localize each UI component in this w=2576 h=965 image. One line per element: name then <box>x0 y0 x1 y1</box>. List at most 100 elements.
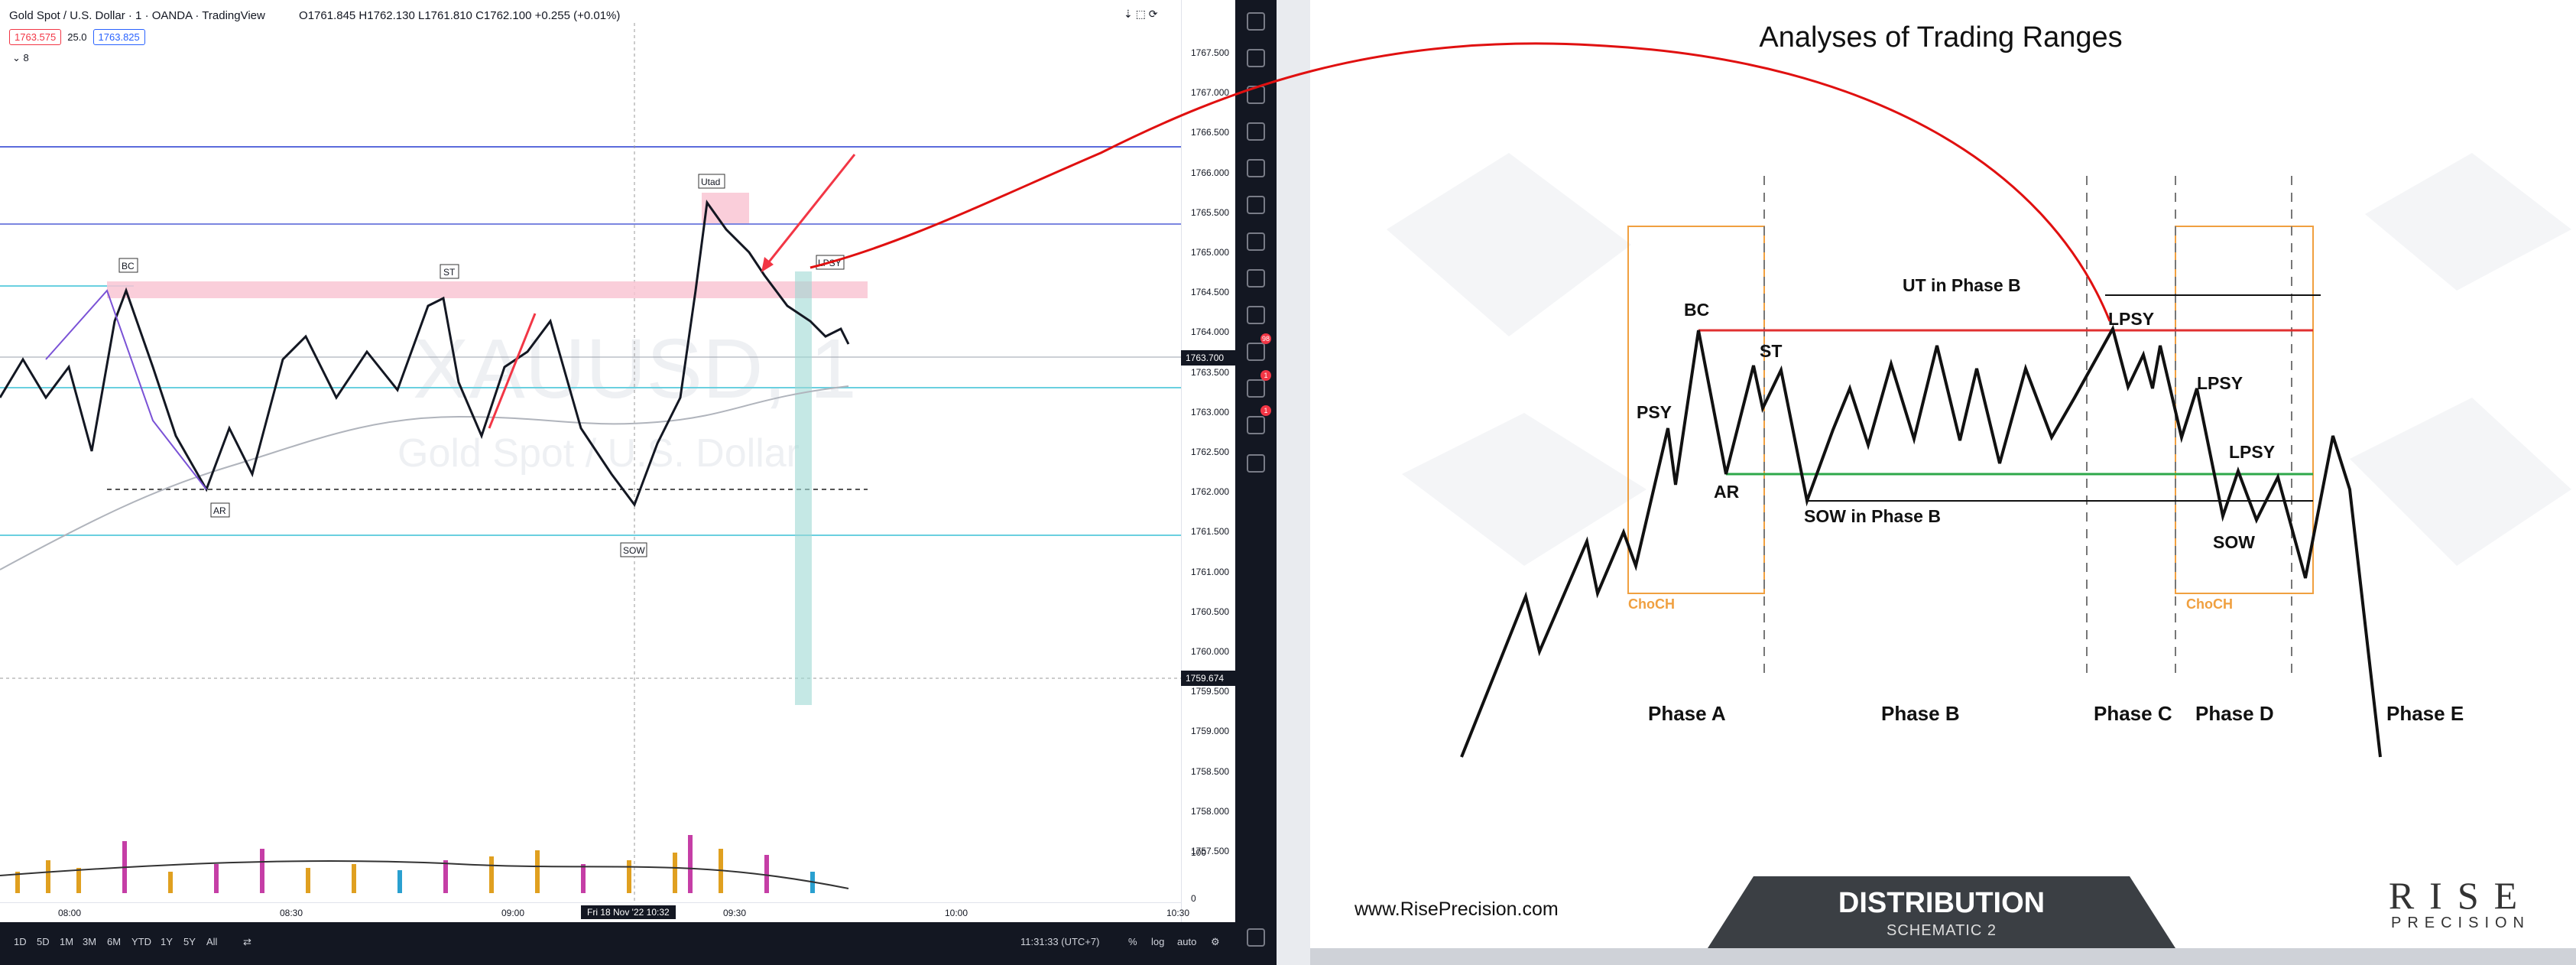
notification-icon[interactable] <box>1247 343 1265 361</box>
crosshair-time-badge: Fri 18 Nov '22 10:32 <box>581 905 676 919</box>
crosshair-price-badge: 1759.674 <box>1181 671 1235 686</box>
auto-toggle[interactable]: auto <box>1177 936 1197 947</box>
phase-e-label: Phase E <box>2386 702 2464 725</box>
price-tick: 1759.000 <box>1191 726 1230 737</box>
price-tick: 1767.500 <box>1191 47 1230 58</box>
label-bc: BC <box>1684 300 1710 320</box>
clock[interactable]: 11:31:33 (UTC+7) <box>1020 936 1100 947</box>
lightbulb-icon[interactable] <box>1247 416 1265 434</box>
streams-icon[interactable] <box>1247 269 1265 288</box>
screener-icon[interactable] <box>1247 454 1265 473</box>
label-sow: SOW <box>2213 532 2255 552</box>
annotation-ar[interactable]: AR <box>210 502 230 518</box>
price-tick: 1764.500 <box>1191 287 1230 298</box>
schematic-price-path <box>1460 324 2382 758</box>
price-tick: 1758.500 <box>1191 765 1230 777</box>
price-tick: 1765.500 <box>1191 206 1230 218</box>
sell-button[interactable]: 1763.575 <box>9 29 62 45</box>
label-sow-phase-b: SOW in Phase B <box>1804 506 1941 526</box>
time-tick: 09:00 <box>501 908 525 918</box>
annotation-utad[interactable]: Utad <box>698 174 725 189</box>
timeframe-button[interactable]: 5Y <box>183 936 196 947</box>
utad-zone[interactable] <box>702 193 749 223</box>
website-link[interactable]: www.RisePrecision.com <box>1355 898 1559 920</box>
timeframe-button[interactable]: 1Y <box>161 936 173 947</box>
broadcast-icon[interactable] <box>1247 379 1265 398</box>
timeframe-button[interactable]: 3M <box>83 936 97 947</box>
red-trendline <box>488 313 537 429</box>
timeframe-button[interactable]: 1M <box>60 936 74 947</box>
annotation-st[interactable]: ST <box>440 264 459 279</box>
price-tick: 1758.000 <box>1191 805 1230 817</box>
timeframe-button[interactable]: 6M <box>107 936 122 947</box>
phase-c-label: Phase C <box>2094 702 2172 725</box>
price-tick: 1760.000 <box>1191 646 1230 657</box>
log-toggle[interactable]: log <box>1151 936 1165 947</box>
volume-ma-line <box>0 859 849 889</box>
label-psy: PSY <box>1637 402 1672 422</box>
annotation-lpsy[interactable]: LPSY <box>816 255 845 270</box>
volume-bars <box>15 835 815 893</box>
timeframe-button[interactable]: 1D <box>14 936 27 947</box>
hotlist-icon[interactable] <box>1247 122 1265 141</box>
price-tick: 1763.500 <box>1191 366 1230 378</box>
price-tick: 1767.000 <box>1191 87 1230 99</box>
distribution-banner <box>1708 876 2175 948</box>
chart-legend[interactable]: Gold Spot / U.S. Dollar · 1 · OANDA · Tr… <box>9 9 620 22</box>
brand-subtitle: PRECISION <box>2390 915 2531 931</box>
legend-ohlc: O1761.845 H1762.130 L1761.810 C1762.100 … <box>299 9 621 22</box>
spread-value: 25.0 <box>67 31 87 43</box>
time-tick: 10:30 <box>1166 908 1190 918</box>
timeframe-button[interactable]: 5D <box>37 936 50 947</box>
legend-symbol[interactable]: Gold Spot / U.S. Dollar · 1 · OANDA · Tr… <box>9 9 265 22</box>
svg-text:LPSY: LPSY <box>818 258 842 268</box>
date-range-icon[interactable]: ⇄ <box>243 936 251 947</box>
choch-label-right: ChoCH <box>2186 596 2233 612</box>
time-tick: 08:30 <box>280 908 303 918</box>
time-tick: 09:30 <box>723 908 747 918</box>
price-tick: 1761.500 <box>1191 526 1230 538</box>
settings-icon[interactable]: ⚙ <box>1211 936 1220 947</box>
trade-buttons: 1763.575 25.0 1763.825 <box>9 29 145 45</box>
price-series <box>0 200 850 508</box>
svg-text:SOW: SOW <box>623 545 645 556</box>
supply-zone[interactable] <box>107 281 868 298</box>
data-window-icon[interactable] <box>1247 86 1265 104</box>
notification-badge: 98 <box>1260 333 1271 344</box>
distribution-slide: Analyses of Trading Ranges PSY BC AR ST … <box>1310 0 2576 948</box>
chart-canvas[interactable]: XAUUSD, 1 Gold Spot / U.S. Dollar <box>0 0 1181 902</box>
ideas-icon[interactable] <box>1247 232 1265 251</box>
indicator-toggle[interactable]: ⌄ 8 <box>12 52 29 63</box>
alert-icon[interactable] <box>1247 49 1265 67</box>
bottom-bar: 1D 5D 1M 3M 6M YTD 1Y 5Y All ⇄ 11:31:33 (UTC+7) … <box>0 922 1235 965</box>
price-tick: 1762.500 <box>1191 447 1230 457</box>
annotation-bc[interactable]: BC <box>118 258 138 273</box>
annotation-sow[interactable]: SOW <box>620 542 647 557</box>
watchlist-icon[interactable] <box>1247 12 1265 31</box>
timeframe-button[interactable]: All <box>206 936 218 947</box>
layers-icon[interactable] <box>1247 928 1265 947</box>
window-gap <box>1277 0 1310 965</box>
time-tick: 10:00 <box>945 908 968 918</box>
banner-subtitle: SCHEMATIC 2 <box>1887 922 1997 939</box>
red-arrow[interactable] <box>763 154 856 268</box>
label-st: ST <box>1760 341 1783 361</box>
phase-a-label: Phase A <box>1648 702 1726 725</box>
label-lpsy-2: LPSY <box>2197 373 2243 393</box>
target-zone[interactable] <box>795 271 812 705</box>
percent-toggle[interactable]: % <box>1128 936 1137 947</box>
news-icon[interactable] <box>1247 196 1265 214</box>
volume-tick-0: 0 <box>1191 893 1196 904</box>
volume-tick-100: 100 <box>1191 847 1207 858</box>
label-lpsy-3: LPSY <box>2229 442 2276 462</box>
chart-controls[interactable]: ⇣ ⬚ ⟳ <box>1124 8 1158 20</box>
buy-button[interactable]: 1763.825 <box>92 29 145 45</box>
price-axis[interactable]: 1767.500 1767.000 1766.500 1766.000 1765.500… <box>1181 0 1235 922</box>
notification-badge: 1 <box>1260 370 1271 381</box>
chat-icon[interactable] <box>1247 306 1265 324</box>
chart-panel[interactable]: XAUUSD, 1 Gold Spot / U.S. Dollar <box>0 0 1237 922</box>
calendar-icon[interactable] <box>1247 159 1265 177</box>
price-tick: 1757.500 <box>1191 846 1230 856</box>
timeframe-button[interactable]: YTD <box>131 936 151 947</box>
bottom-strip <box>1310 948 2576 965</box>
